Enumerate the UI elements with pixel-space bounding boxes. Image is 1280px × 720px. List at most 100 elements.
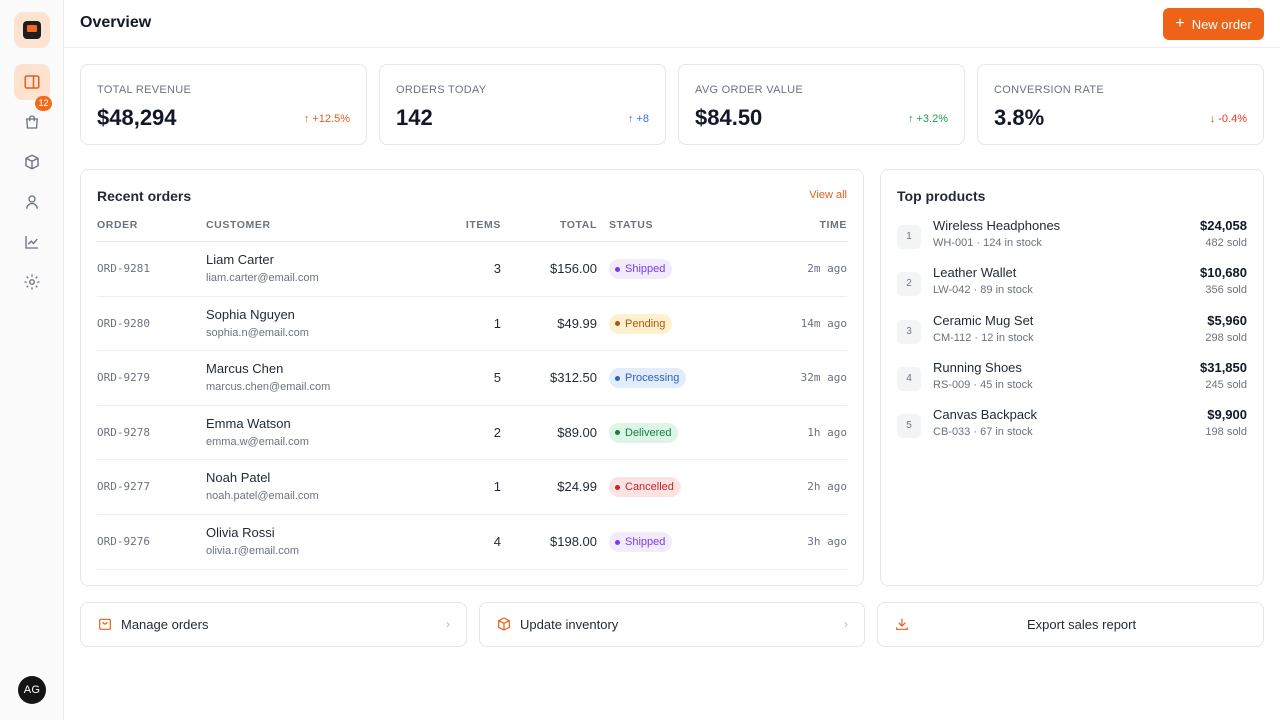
- list-item[interactable]: 3 Ceramic Mug Set CM-112 · 12 in stock $5,9…: [897, 313, 1247, 357]
- manage-orders-button[interactable]: Manage orders ›: [80, 602, 467, 647]
- order-items: 3: [493, 261, 501, 276]
- order-time: 3h ago: [807, 535, 847, 548]
- product-meta: CB-033 · 67 in stock: [933, 426, 1033, 439]
- status-badge: Shipped: [609, 532, 673, 552]
- export-sales-report-button[interactable]: Export sales report: [877, 602, 1264, 647]
- product-name: Ceramic Mug Set: [933, 312, 1034, 328]
- recent-orders-panel: Recent orders View all ORDER CUSTOMER IT…: [80, 169, 864, 586]
- table-row[interactable]: ORD-9278 Emma Watson emma.w@email.com 2 $89.…: [97, 406, 847, 461]
- list-item[interactable]: 2 Leather Wallet LW-042 · 89 in stock $10,6…: [897, 265, 1247, 309]
- shopping-bag-icon: [99, 618, 111, 630]
- list-item[interactable]: 4 Running Shoes RS-009 · 45 in stock $31,85…: [897, 360, 1247, 404]
- customer-email: olivia.r@email.com: [206, 545, 300, 557]
- order-id[interactable]: ORD-9277: [97, 480, 150, 494]
- order-id[interactable]: ORD-9281: [97, 262, 150, 275]
- order-items: 2: [493, 424, 501, 440]
- column-header-total[interactable]: TOTAL: [559, 219, 597, 231]
- sidebar-item-customers[interactable]: [14, 184, 50, 220]
- plus-icon: +: [1175, 15, 1185, 32]
- customer-name: Marcus Chen: [206, 361, 284, 377]
- stat-card-total-revenue: TOTAL REVENUE $48,294 ↑ +12.5%: [80, 64, 367, 145]
- customer-name: Olivia Rossi: [206, 525, 275, 540]
- update-inventory-label: Update inventory: [520, 617, 619, 632]
- product-rank: 4: [897, 366, 921, 391]
- top-products-title: Top products: [897, 188, 986, 204]
- update-inventory-button[interactable]: Update inventory ›: [479, 602, 865, 647]
- list-item[interactable]: 5 Canvas Backpack CB-033 · 67 in stock $9,9…: [897, 407, 1247, 451]
- sidebar-item-products[interactable]: [14, 144, 50, 180]
- table-row[interactable]: ORD-9281 Liam Carter liam.carter@email.com…: [97, 242, 847, 297]
- package-icon: [25, 154, 39, 170]
- status-dot-icon: [615, 430, 620, 436]
- order-items: 4: [493, 534, 501, 549]
- product-rank: 2: [897, 272, 921, 297]
- stat-label: CONVERSION RATE: [994, 84, 1105, 96]
- order-items: 5: [493, 370, 501, 386]
- stat-label: AVG ORDER VALUE: [695, 84, 804, 96]
- store-logo-icon[interactable]: [14, 12, 50, 48]
- customer-email: noah.patel@email.com: [206, 490, 319, 503]
- table-row[interactable]: ORD-9280 Sophia Nguyen sophia.n@email.com 1…: [97, 297, 847, 352]
- header: Overview + New order: [64, 0, 1280, 48]
- order-id[interactable]: ORD-9276: [97, 535, 150, 548]
- export-sales-report-label: Export sales report: [1027, 617, 1137, 632]
- orders-count-badge: 12: [35, 96, 52, 111]
- column-header-items[interactable]: ITEMS: [465, 219, 501, 231]
- new-order-button[interactable]: + New order: [1163, 8, 1264, 40]
- status-label: Processing: [625, 372, 680, 385]
- product-meta: LW-042 · 89 in stock: [933, 284, 1033, 297]
- order-id[interactable]: ORD-9278: [97, 425, 150, 439]
- product-revenue: $31,850: [1200, 359, 1247, 375]
- new-order-label: New order: [1191, 16, 1252, 32]
- status-label: Shipped: [625, 263, 666, 275]
- product-sold: 198 sold: [1205, 426, 1247, 439]
- status-badge: Shipped: [609, 259, 673, 279]
- chevron-right-icon: ›: [844, 617, 848, 631]
- status-badge: Pending: [609, 313, 673, 334]
- product-name: Canvas Backpack: [933, 407, 1038, 423]
- sidebar-item-overview[interactable]: [14, 64, 50, 100]
- view-all-link[interactable]: View all: [809, 189, 847, 201]
- page-title: Overview: [80, 14, 152, 31]
- product-sold: 482 sold: [1205, 237, 1247, 249]
- order-id[interactable]: ORD-9279: [97, 371, 150, 385]
- order-id[interactable]: ORD-9280: [97, 316, 150, 330]
- package-icon: [498, 617, 510, 631]
- order-items: 1: [493, 315, 501, 331]
- product-meta: RS-009 · 45 in stock: [933, 378, 1033, 391]
- status-dot-icon: [615, 321, 620, 327]
- column-header-status[interactable]: STATUS: [609, 219, 654, 231]
- product-revenue: $9,900: [1207, 407, 1247, 423]
- order-time: 2m ago: [807, 262, 847, 275]
- sidebar-item-orders[interactable]: 12: [14, 96, 52, 140]
- status-badge: Cancelled: [609, 477, 681, 498]
- customer-name: Liam Carter: [206, 252, 274, 267]
- product-rank: 1: [897, 225, 921, 249]
- list-item[interactable]: 1 Wireless Headphones WH-001 · 124 in stoc…: [897, 218, 1247, 262]
- customer-email: emma.w@email.com: [206, 435, 309, 448]
- chart-icon: [25, 236, 38, 249]
- download-icon: [896, 618, 908, 630]
- order-total: $156.00: [550, 261, 597, 276]
- sidebar-item-analytics[interactable]: [14, 224, 50, 260]
- order-time: 14m ago: [800, 316, 847, 330]
- table-row[interactable]: ORD-9276 Olivia Rossi olivia.r@email.com 4 $…: [97, 515, 847, 570]
- column-header-customer[interactable]: CUSTOMER: [206, 219, 271, 231]
- column-header-time[interactable]: TIME: [819, 219, 847, 231]
- panel-icon: [24, 75, 40, 89]
- customer-email: marcus.chen@email.com: [206, 381, 331, 394]
- product-sold: 298 sold: [1205, 331, 1247, 344]
- avatar[interactable]: AG: [18, 676, 46, 704]
- customer-name: Emma Watson: [206, 415, 291, 431]
- product-revenue: $10,680: [1200, 265, 1247, 281]
- sidebar-item-settings[interactable]: [14, 264, 50, 300]
- table-row[interactable]: ORD-9277 Noah Patel noah.patel@email.com 1 $…: [97, 460, 847, 515]
- stat-card-avg-order-value: AVG ORDER VALUE $84.50 ↑ +3.2%: [678, 64, 965, 145]
- order-total: $89.00: [557, 424, 597, 440]
- table-row[interactable]: ORD-9279 Marcus Chen marcus.chen@email.com…: [97, 351, 847, 406]
- top-products-panel: Top products 1 Wireless Headphones WH-001 …: [880, 169, 1264, 586]
- column-header-order[interactable]: ORDER: [97, 219, 138, 231]
- product-sold: 356 sold: [1205, 284, 1247, 297]
- order-time: 2h ago: [807, 480, 847, 494]
- customer-name: Noah Patel: [206, 470, 271, 486]
